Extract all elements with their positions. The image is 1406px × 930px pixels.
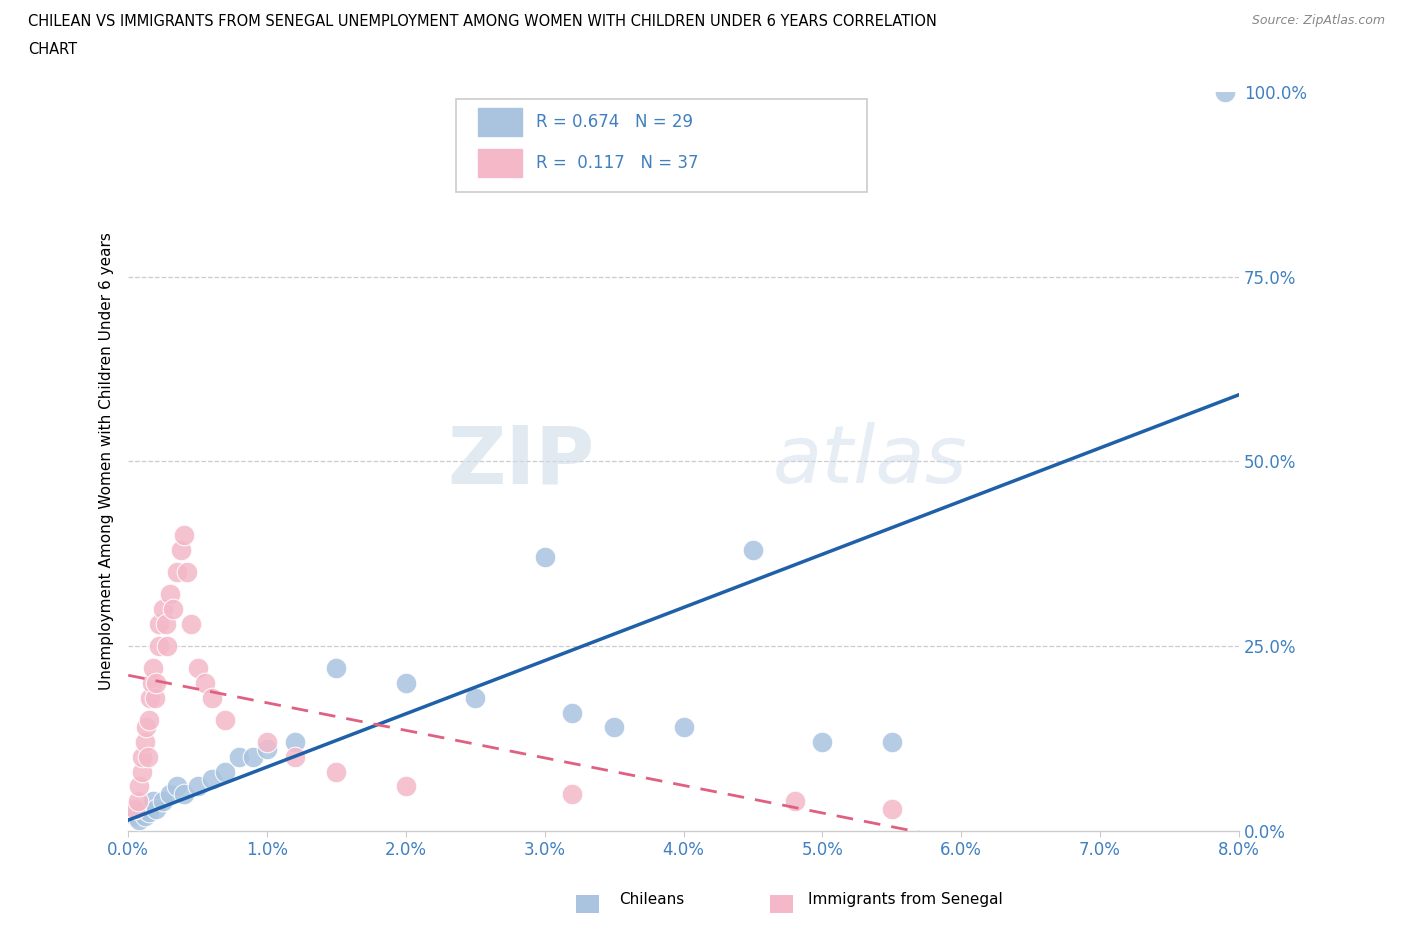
- FancyBboxPatch shape: [478, 108, 523, 136]
- Point: [176, 565, 198, 579]
- Text: CHILEAN VS IMMIGRANTS FROM SENEGAL UNEMPLOYMENT AMONG WOMEN WITH CHILDREN UNDER : CHILEAN VS IMMIGRANTS FROM SENEGAL UNEMP…: [28, 14, 936, 29]
- Point: [464, 690, 486, 705]
- Point: [134, 735, 156, 750]
- Point: [256, 742, 278, 757]
- Point: [880, 735, 903, 750]
- Point: [127, 794, 149, 809]
- Point: [166, 565, 188, 579]
- Point: [131, 750, 153, 764]
- Point: [162, 602, 184, 617]
- Point: [152, 602, 174, 617]
- Point: [173, 787, 195, 802]
- Point: [187, 660, 209, 675]
- Point: [166, 779, 188, 794]
- Text: CHART: CHART: [28, 42, 77, 57]
- Text: ZIP: ZIP: [447, 422, 595, 500]
- Point: [180, 617, 202, 631]
- Point: [128, 779, 150, 794]
- Point: [141, 675, 163, 690]
- Point: [242, 750, 264, 764]
- Point: [325, 764, 347, 779]
- Point: [155, 617, 177, 631]
- Text: R = 0.674   N = 29: R = 0.674 N = 29: [536, 113, 693, 131]
- Point: [138, 712, 160, 727]
- Point: [200, 690, 222, 705]
- Point: [128, 812, 150, 827]
- Point: [134, 808, 156, 823]
- Point: [142, 660, 165, 675]
- Point: [159, 587, 181, 602]
- Point: [1213, 85, 1236, 100]
- Point: [561, 787, 583, 802]
- Text: Immigrants from Senegal: Immigrants from Senegal: [808, 892, 1004, 907]
- Y-axis label: Unemployment Among Women with Children Under 6 years: Unemployment Among Women with Children U…: [100, 232, 114, 690]
- Text: atlas: atlas: [772, 422, 967, 500]
- Point: [742, 542, 765, 557]
- Point: [880, 801, 903, 816]
- Point: [131, 801, 153, 816]
- Text: Source: ZipAtlas.com: Source: ZipAtlas.com: [1251, 14, 1385, 27]
- FancyBboxPatch shape: [456, 100, 866, 192]
- Point: [143, 690, 166, 705]
- Point: [284, 750, 307, 764]
- Point: [142, 794, 165, 809]
- Point: [395, 675, 418, 690]
- Point: [156, 639, 179, 654]
- Point: [124, 801, 146, 816]
- Point: [145, 675, 167, 690]
- Point: [138, 804, 160, 819]
- Point: [214, 764, 236, 779]
- Point: [187, 779, 209, 794]
- Point: [284, 735, 307, 750]
- Point: [783, 794, 806, 809]
- Point: [533, 550, 555, 565]
- Point: [561, 705, 583, 720]
- Point: [200, 772, 222, 787]
- Point: [228, 750, 250, 764]
- Point: [145, 801, 167, 816]
- Point: [136, 750, 159, 764]
- Text: Chileans: Chileans: [619, 892, 683, 907]
- Point: [148, 617, 170, 631]
- FancyBboxPatch shape: [478, 149, 523, 177]
- Point: [214, 712, 236, 727]
- Point: [152, 794, 174, 809]
- Point: [170, 542, 193, 557]
- Point: [159, 787, 181, 802]
- Point: [135, 720, 157, 735]
- Point: [672, 720, 695, 735]
- Point: [124, 808, 146, 823]
- Point: [194, 675, 217, 690]
- Text: R =  0.117   N = 37: R = 0.117 N = 37: [536, 153, 699, 172]
- Point: [603, 720, 626, 735]
- Point: [811, 735, 834, 750]
- Point: [256, 735, 278, 750]
- Point: [139, 690, 162, 705]
- Point: [131, 764, 153, 779]
- Point: [173, 527, 195, 542]
- Point: [395, 779, 418, 794]
- Point: [148, 639, 170, 654]
- Point: [325, 660, 347, 675]
